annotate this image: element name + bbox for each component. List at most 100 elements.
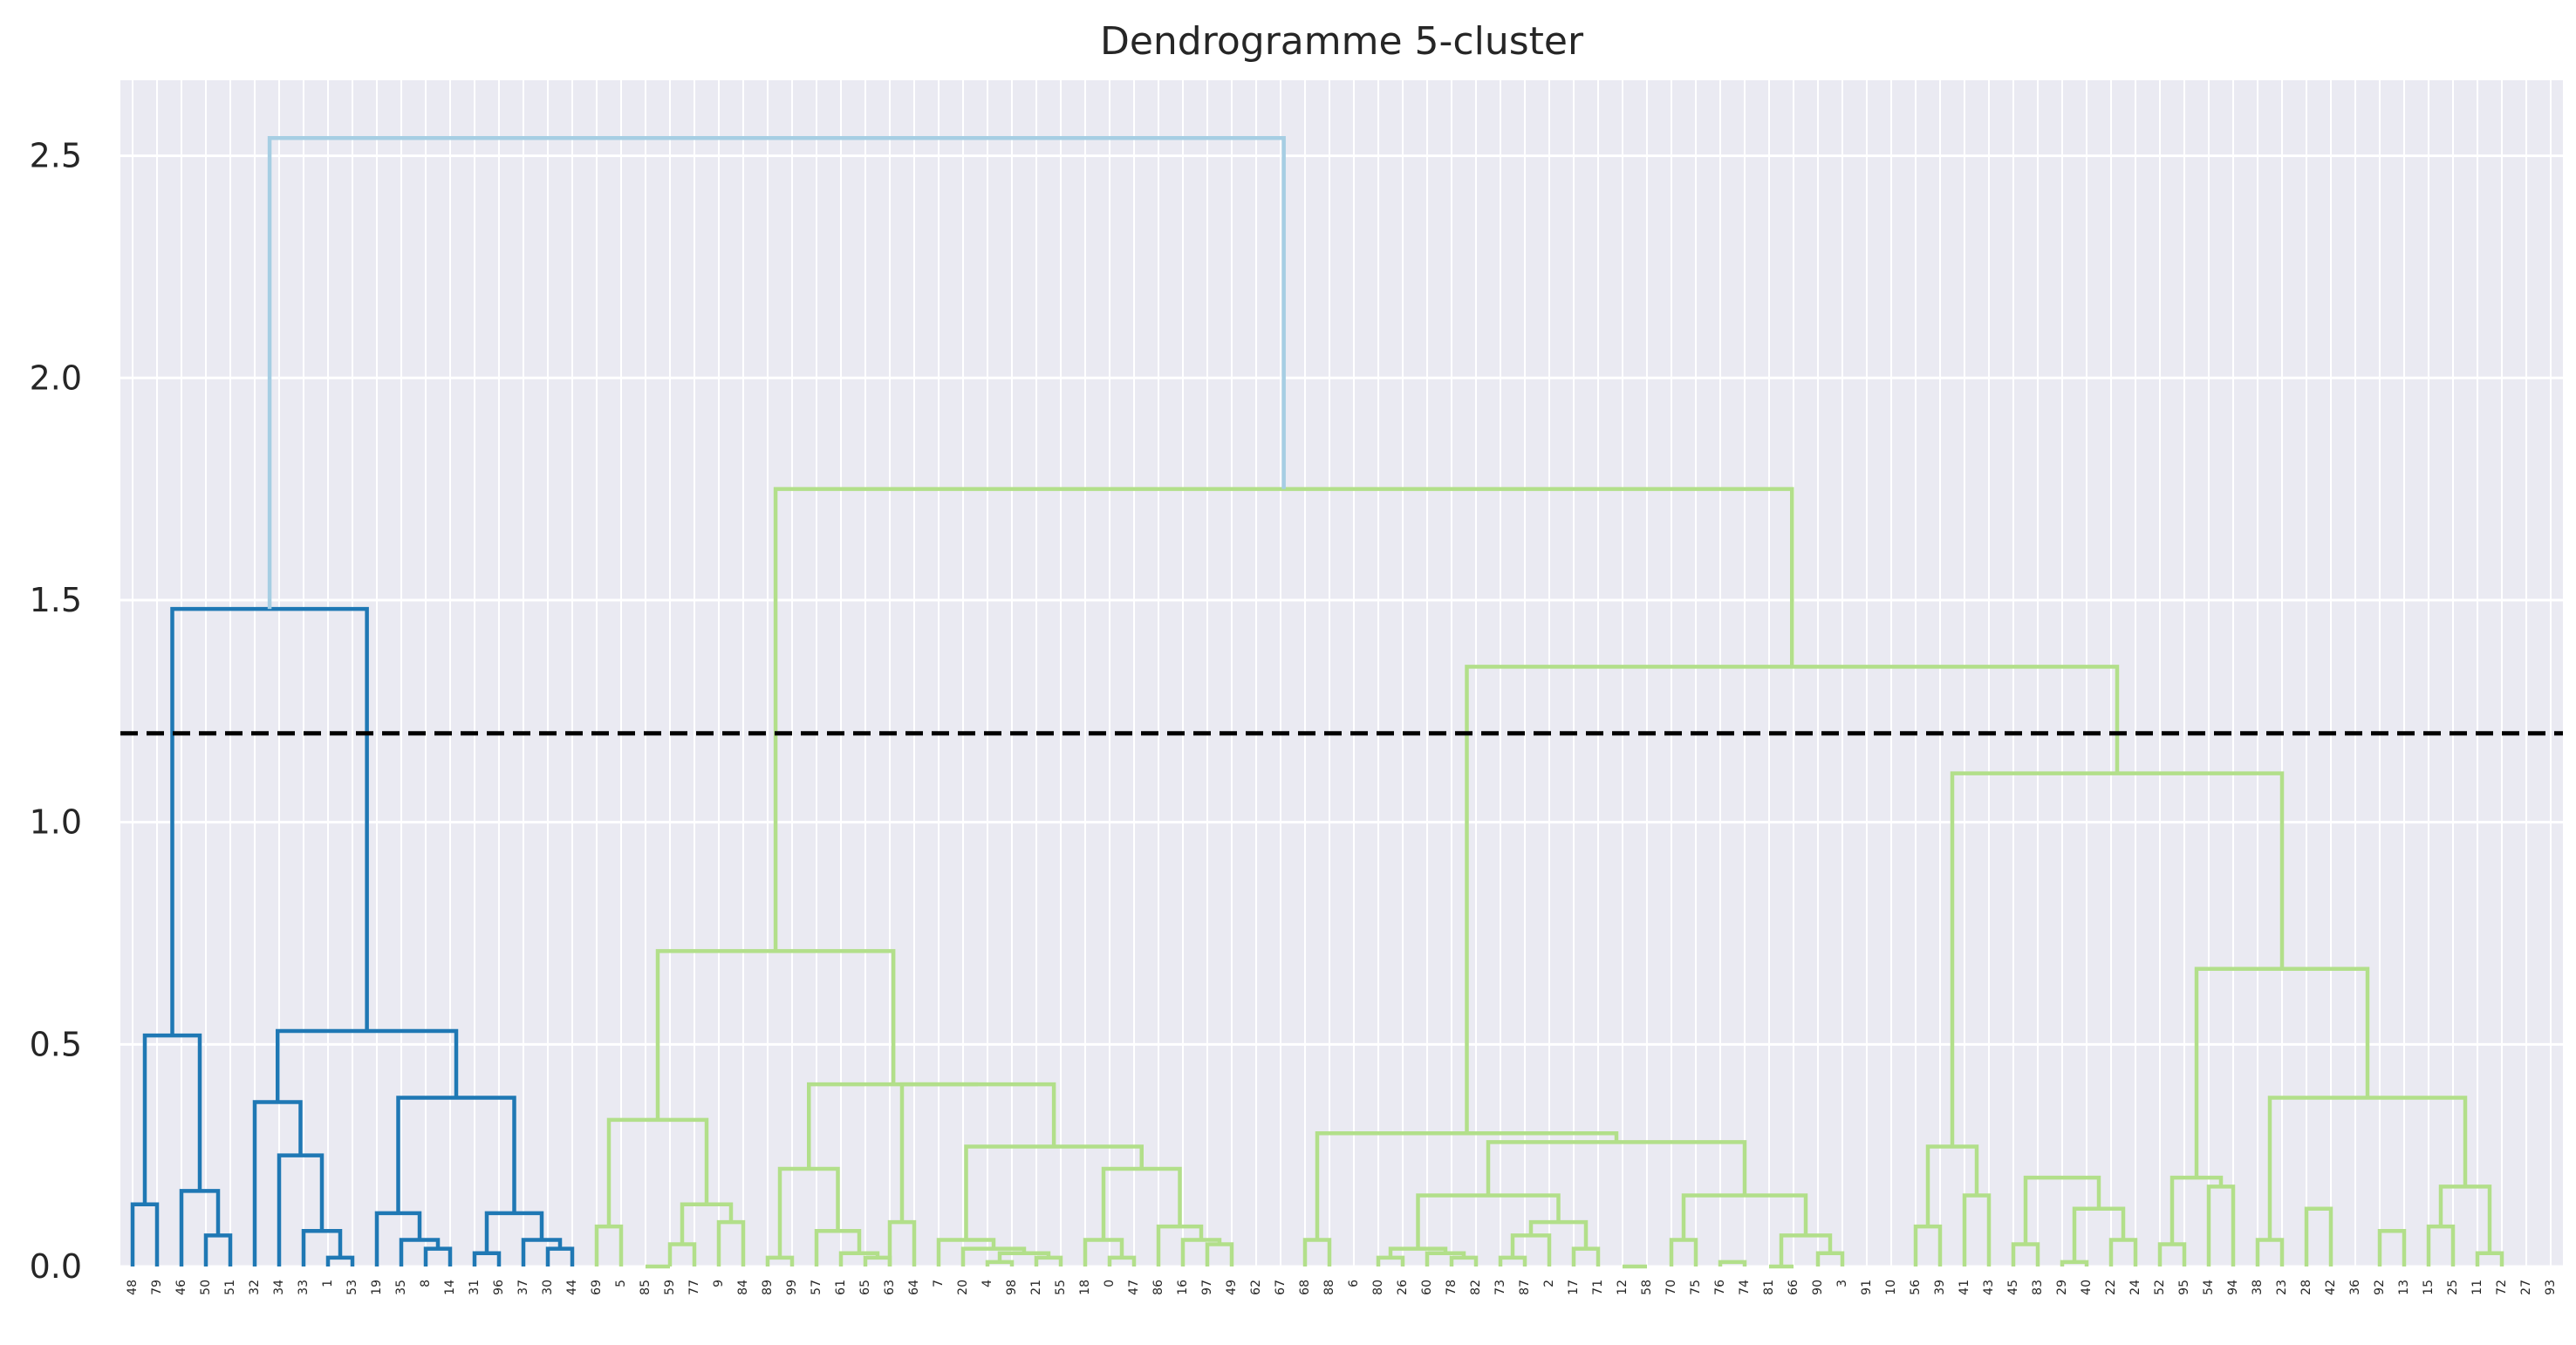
x-tick-label: 47 xyxy=(1127,1280,1141,1295)
x-tick-label: 61 xyxy=(834,1280,848,1295)
dendrogram-link xyxy=(2060,1260,2089,1266)
dendrogram-link xyxy=(252,1100,303,1266)
x-tick-label: 67 xyxy=(1274,1280,1288,1295)
x-tick-label: 15 xyxy=(2422,1280,2436,1295)
dendrogram-link xyxy=(2023,1175,2101,1245)
x-tick-label: 4 xyxy=(981,1280,994,1287)
x-tick-label: 75 xyxy=(1689,1280,1703,1295)
dendrogram-link xyxy=(130,1202,160,1266)
y-tick-label: 2.5 xyxy=(30,137,82,175)
x-tick-label: 11 xyxy=(2470,1280,2484,1295)
chart-title: Dendrogramme 5-cluster xyxy=(1100,19,1584,64)
x-tick-label: 35 xyxy=(394,1280,408,1295)
dendrogram-link xyxy=(423,1246,453,1266)
dendrogram-link xyxy=(680,1202,734,1245)
x-tick-label: 65 xyxy=(858,1280,872,1295)
x-tick-label: 28 xyxy=(2299,1280,2313,1295)
x-tick-label: 36 xyxy=(2348,1280,2362,1295)
dendrogram-link xyxy=(985,1260,1015,1266)
x-tick-label: 71 xyxy=(1591,1280,1605,1295)
x-tick-label: 95 xyxy=(2177,1280,2191,1295)
dendrogram-link xyxy=(1425,1251,1466,1266)
x-tick-label: 14 xyxy=(443,1280,457,1295)
x-tick-label: 56 xyxy=(1909,1280,1923,1295)
dendrogram-link xyxy=(997,1251,1051,1262)
x-tick-label: 7 xyxy=(932,1280,946,1287)
x-tick-label: 90 xyxy=(1811,1280,1825,1295)
y-tick-label: 0.0 xyxy=(30,1247,82,1286)
x-tick-label: 81 xyxy=(1762,1280,1776,1295)
x-tick-label: 22 xyxy=(2104,1280,2118,1295)
dendrogram-link xyxy=(276,1028,459,1103)
y-tick-label: 1.0 xyxy=(30,803,82,842)
x-tick-label: 84 xyxy=(736,1280,750,1295)
x-tick-label: 70 xyxy=(1664,1280,1678,1295)
dendrogram-link xyxy=(2255,1238,2285,1266)
x-tick-label: 18 xyxy=(1078,1280,1092,1295)
dendrogram-link xyxy=(277,1153,325,1266)
dendrogram-links xyxy=(130,135,2504,1269)
dendrogram-link xyxy=(1083,1238,1124,1266)
x-tick-label: 3 xyxy=(1835,1280,1849,1287)
x-tick-label: 88 xyxy=(1322,1280,1336,1295)
x-tick-label: 60 xyxy=(1420,1280,1434,1295)
x-tick-label: 48 xyxy=(126,1280,140,1295)
x-tick-label: 41 xyxy=(1958,1280,1971,1295)
x-tick-label: 26 xyxy=(1396,1280,1410,1295)
x-tick-label: 37 xyxy=(516,1280,530,1295)
dendrogram-link xyxy=(936,1238,996,1266)
x-tick-label: 45 xyxy=(2006,1280,2020,1295)
x-tick-label: 23 xyxy=(2275,1280,2289,1295)
x-tick-label: 93 xyxy=(2544,1280,2558,1295)
x-tick-label: 58 xyxy=(1640,1280,1654,1295)
y-axis-ticks: 0.0 0.5 1.0 1.5 2.0 2.5 xyxy=(30,137,82,1286)
dendrogram-link xyxy=(484,1211,544,1253)
x-tick-label: 30 xyxy=(541,1280,555,1295)
x-tick-label: 63 xyxy=(883,1280,897,1295)
x-tick-label: 25 xyxy=(2446,1280,2460,1295)
x-tick-label: 72 xyxy=(2495,1280,2509,1295)
dendrogram-link xyxy=(2169,1175,2224,1245)
plot-background xyxy=(120,80,2563,1266)
dendrogram-link xyxy=(2426,1224,2456,1266)
dendrogram-link xyxy=(1465,665,2120,1134)
x-tick-label: 24 xyxy=(2128,1280,2142,1295)
dendrogram-link xyxy=(399,1238,441,1266)
dendrogram-link xyxy=(521,1238,563,1266)
x-tick-label: 62 xyxy=(1249,1280,1263,1295)
dendrogram-link xyxy=(838,1251,880,1266)
dendrogram-link xyxy=(1180,1238,1222,1266)
x-tick-label: 39 xyxy=(1933,1280,1947,1295)
x-tick-label: 55 xyxy=(1054,1280,1068,1295)
x-tick-label: 1 xyxy=(321,1280,335,1287)
y-tick-label: 2.0 xyxy=(30,358,82,397)
x-tick-label: 97 xyxy=(1200,1280,1214,1295)
dendrogram-link xyxy=(1815,1251,1845,1266)
x-tick-label: 69 xyxy=(590,1280,604,1295)
dendrogram-link xyxy=(1718,1260,1747,1266)
dendrogram-link xyxy=(1950,771,2285,1147)
x-axis-ticks: 48 79 46 50 51 32 34 33 1 53 19 35 8 14 31 96 37 30 44 69 5 8… xyxy=(126,1280,2558,1295)
x-tick-label: 44 xyxy=(565,1280,579,1295)
x-tick-label: 79 xyxy=(150,1280,164,1295)
x-tick-label: 78 xyxy=(1445,1280,1459,1295)
dendrogram-link xyxy=(267,135,1286,610)
x-tick-label: 66 xyxy=(1787,1280,1800,1295)
dendrogram-link xyxy=(1571,1246,1601,1266)
x-tick-label: 6 xyxy=(1347,1280,1361,1287)
x-tick-label: 99 xyxy=(785,1280,799,1295)
x-tick-label: 8 xyxy=(419,1280,433,1287)
x-tick-label: 19 xyxy=(370,1280,384,1295)
x-tick-label: 31 xyxy=(468,1280,482,1295)
x-tick-label: 94 xyxy=(2226,1280,2240,1295)
x-tick-label: 32 xyxy=(248,1280,262,1295)
dendrogram-link xyxy=(374,1211,422,1266)
dendrogram-link xyxy=(2377,1229,2407,1266)
x-tick-label: 80 xyxy=(1371,1280,1385,1295)
dendrogram-link xyxy=(960,1246,1027,1266)
x-tick-label: 13 xyxy=(2397,1280,2411,1295)
x-tick-label: 89 xyxy=(761,1280,775,1295)
dendrogram-link xyxy=(2108,1238,2138,1266)
x-tick-label: 46 xyxy=(174,1280,188,1295)
x-tick-label: 73 xyxy=(1493,1280,1507,1295)
